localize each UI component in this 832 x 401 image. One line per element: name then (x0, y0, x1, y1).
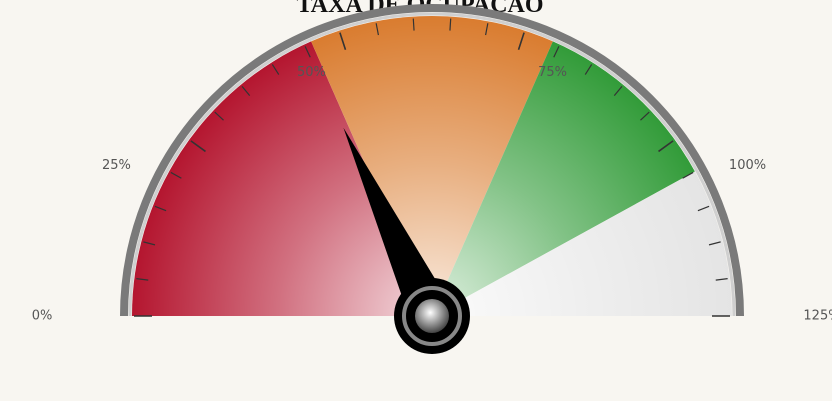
gauge-shine (132, 16, 732, 316)
major-tick (658, 140, 674, 153)
tick-label: 50% (297, 65, 326, 80)
tick-label: 0% (32, 309, 53, 324)
bands (132, 15, 732, 317)
tick-label: 25% (102, 158, 131, 173)
pivot-core (415, 299, 449, 333)
minor-tick (640, 111, 650, 121)
gauge-rim (120, 4, 744, 317)
tick-label: 75% (538, 65, 567, 80)
minor-tick (682, 171, 694, 179)
minor-tick (271, 64, 280, 75)
minor-tick (485, 23, 489, 36)
minor-tick (584, 64, 593, 75)
minor-tick (304, 46, 311, 58)
minor-tick (241, 86, 251, 97)
minor-tick (375, 23, 379, 36)
needle (343, 127, 452, 326)
minor-tick (697, 205, 710, 212)
minor-tick (553, 46, 560, 58)
minor-tick (136, 278, 149, 281)
minor-tick (613, 86, 623, 97)
minor-tick (154, 205, 167, 212)
minor-tick (715, 278, 728, 281)
ticks: 0% 25% 50% 75% 100% 125% (32, 18, 832, 324)
minor-tick (708, 241, 721, 246)
minor-tick (449, 18, 452, 31)
major-tick (339, 32, 347, 50)
pivot-ring (402, 286, 462, 346)
minor-tick (412, 18, 415, 31)
gauge-inner-rim (128, 12, 736, 317)
minor-tick (143, 241, 156, 246)
tick-label: 125% (803, 309, 832, 324)
tick-label: 100% (729, 158, 766, 173)
minor-tick (170, 171, 182, 179)
needle-group (343, 127, 470, 354)
minor-tick (214, 111, 224, 121)
major-tick (190, 140, 206, 153)
major-tick (517, 32, 525, 50)
